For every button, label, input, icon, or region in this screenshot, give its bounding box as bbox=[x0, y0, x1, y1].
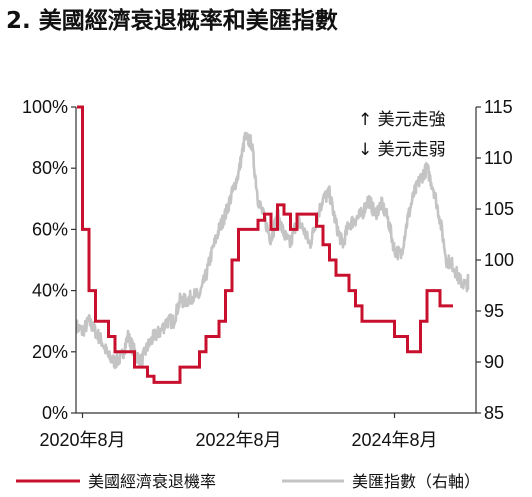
right-tick-label: 105 bbox=[484, 199, 514, 219]
left-tick-label: 80% bbox=[32, 158, 68, 178]
right-tick-label: 95 bbox=[484, 301, 504, 321]
left-tick-label: 20% bbox=[32, 342, 68, 362]
chart-axes: 0% 20% 40% 60% 80% 100% 85 90 95 100 105 110 115 2020… bbox=[22, 97, 514, 450]
legend-label-recession: 美國經濟衰退機率 bbox=[88, 472, 216, 491]
right-tick-label: 115 bbox=[484, 97, 513, 117]
x-tick-label: 2024年8月 bbox=[351, 430, 437, 450]
right-tick-label: 100 bbox=[484, 250, 514, 270]
recession-series bbox=[77, 105, 453, 384]
recession-line bbox=[77, 105, 453, 384]
left-tick-label: 40% bbox=[32, 281, 68, 301]
x-tick-label: 2020年8月 bbox=[39, 430, 125, 450]
right-tick-label: 110 bbox=[484, 148, 513, 168]
left-tick-label: 0% bbox=[42, 403, 68, 423]
chart-legend: 美國經濟衰退機率 美匯指數（右軸） bbox=[16, 472, 480, 491]
right-tick-label: 85 bbox=[484, 403, 504, 423]
right-tick-label: 90 bbox=[484, 352, 504, 372]
annotation-dollar-down: ↓ 美元走弱 bbox=[358, 140, 446, 160]
dxy-series bbox=[75, 131, 470, 370]
chart-title: 2. 美國經濟衰退概率和美匯指數 bbox=[6, 8, 338, 34]
x-tick-label: 2022年8月 bbox=[195, 430, 281, 450]
left-tick-label: 60% bbox=[32, 219, 68, 239]
chart-annotations: ↑ 美元走強 ↓ 美元走弱 bbox=[358, 110, 446, 160]
annotation-dollar-up: ↑ 美元走強 bbox=[358, 110, 446, 130]
left-tick-label: 100% bbox=[22, 97, 68, 117]
dxy-line bbox=[75, 131, 470, 370]
legend-label-dxy: 美匯指數（右軸） bbox=[352, 472, 480, 491]
